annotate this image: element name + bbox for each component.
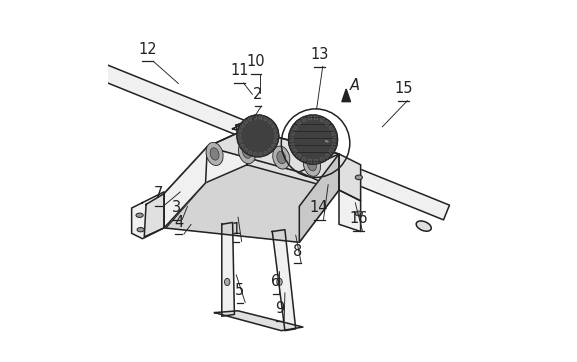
Text: 2: 2 bbox=[253, 87, 263, 102]
Polygon shape bbox=[236, 120, 253, 138]
Ellipse shape bbox=[304, 153, 320, 176]
Polygon shape bbox=[288, 115, 338, 164]
Polygon shape bbox=[291, 125, 297, 130]
Polygon shape bbox=[320, 157, 325, 163]
Polygon shape bbox=[274, 129, 278, 132]
Polygon shape bbox=[289, 144, 294, 148]
Text: 9: 9 bbox=[275, 301, 284, 316]
Polygon shape bbox=[237, 140, 242, 143]
Ellipse shape bbox=[416, 221, 431, 231]
Polygon shape bbox=[259, 115, 263, 119]
Text: 13: 13 bbox=[310, 47, 328, 62]
Polygon shape bbox=[272, 123, 276, 128]
Polygon shape bbox=[274, 140, 278, 143]
Polygon shape bbox=[303, 148, 449, 220]
Polygon shape bbox=[301, 157, 306, 163]
Polygon shape bbox=[239, 123, 244, 128]
Polygon shape bbox=[264, 151, 268, 156]
Polygon shape bbox=[84, 58, 271, 146]
Polygon shape bbox=[164, 129, 247, 228]
Ellipse shape bbox=[224, 278, 230, 286]
Polygon shape bbox=[325, 120, 331, 125]
Polygon shape bbox=[325, 154, 331, 159]
Text: 4: 4 bbox=[174, 215, 183, 230]
Polygon shape bbox=[329, 149, 335, 154]
Text: 11: 11 bbox=[231, 63, 249, 78]
Polygon shape bbox=[339, 154, 361, 201]
Polygon shape bbox=[288, 138, 293, 141]
Polygon shape bbox=[243, 119, 248, 124]
Polygon shape bbox=[132, 192, 164, 239]
Polygon shape bbox=[248, 151, 252, 156]
Ellipse shape bbox=[324, 140, 329, 143]
Text: 3: 3 bbox=[172, 200, 181, 215]
Ellipse shape bbox=[136, 213, 143, 218]
Polygon shape bbox=[237, 115, 279, 157]
Polygon shape bbox=[264, 116, 268, 121]
Ellipse shape bbox=[308, 159, 316, 171]
Polygon shape bbox=[299, 154, 339, 242]
Polygon shape bbox=[332, 144, 337, 148]
Polygon shape bbox=[253, 115, 257, 119]
Text: 8: 8 bbox=[293, 244, 302, 258]
Polygon shape bbox=[144, 194, 164, 237]
Polygon shape bbox=[248, 116, 252, 121]
Polygon shape bbox=[333, 138, 338, 141]
Polygon shape bbox=[164, 147, 339, 242]
Polygon shape bbox=[332, 131, 337, 135]
Text: 6: 6 bbox=[271, 274, 280, 289]
Ellipse shape bbox=[238, 140, 256, 164]
Polygon shape bbox=[329, 125, 335, 130]
Polygon shape bbox=[289, 131, 294, 135]
Polygon shape bbox=[295, 120, 301, 125]
Polygon shape bbox=[207, 129, 339, 172]
Text: 5: 5 bbox=[235, 283, 245, 298]
Polygon shape bbox=[295, 154, 301, 159]
Polygon shape bbox=[308, 115, 312, 120]
Polygon shape bbox=[268, 148, 273, 153]
Ellipse shape bbox=[355, 211, 362, 216]
Text: 16: 16 bbox=[350, 211, 368, 226]
Text: 12: 12 bbox=[138, 42, 157, 56]
Polygon shape bbox=[314, 159, 319, 164]
Polygon shape bbox=[272, 144, 276, 148]
Text: 15: 15 bbox=[395, 81, 413, 96]
Polygon shape bbox=[308, 159, 312, 164]
Polygon shape bbox=[259, 153, 263, 157]
Text: 1: 1 bbox=[231, 222, 241, 237]
Polygon shape bbox=[233, 122, 258, 132]
Polygon shape bbox=[239, 144, 244, 148]
Ellipse shape bbox=[137, 228, 144, 232]
Text: 10: 10 bbox=[247, 54, 265, 69]
Ellipse shape bbox=[277, 151, 286, 164]
Polygon shape bbox=[268, 119, 273, 124]
Ellipse shape bbox=[206, 142, 223, 165]
Text: 7: 7 bbox=[154, 186, 163, 201]
Polygon shape bbox=[253, 153, 257, 157]
Ellipse shape bbox=[242, 146, 252, 158]
Text: 14: 14 bbox=[310, 200, 328, 215]
Polygon shape bbox=[339, 190, 361, 231]
Polygon shape bbox=[320, 117, 325, 122]
Polygon shape bbox=[275, 134, 279, 138]
Polygon shape bbox=[215, 311, 303, 331]
Ellipse shape bbox=[277, 278, 282, 286]
Polygon shape bbox=[342, 89, 350, 102]
Polygon shape bbox=[237, 134, 241, 138]
Text: A: A bbox=[350, 78, 360, 93]
Ellipse shape bbox=[210, 148, 219, 160]
Ellipse shape bbox=[355, 175, 362, 180]
Polygon shape bbox=[291, 149, 297, 154]
Ellipse shape bbox=[273, 146, 290, 169]
Polygon shape bbox=[164, 147, 207, 228]
Polygon shape bbox=[243, 148, 248, 153]
Polygon shape bbox=[272, 230, 295, 331]
Polygon shape bbox=[301, 117, 306, 122]
Polygon shape bbox=[314, 115, 319, 120]
Ellipse shape bbox=[319, 136, 335, 147]
Polygon shape bbox=[237, 129, 242, 132]
Polygon shape bbox=[222, 223, 234, 316]
Polygon shape bbox=[247, 129, 339, 190]
